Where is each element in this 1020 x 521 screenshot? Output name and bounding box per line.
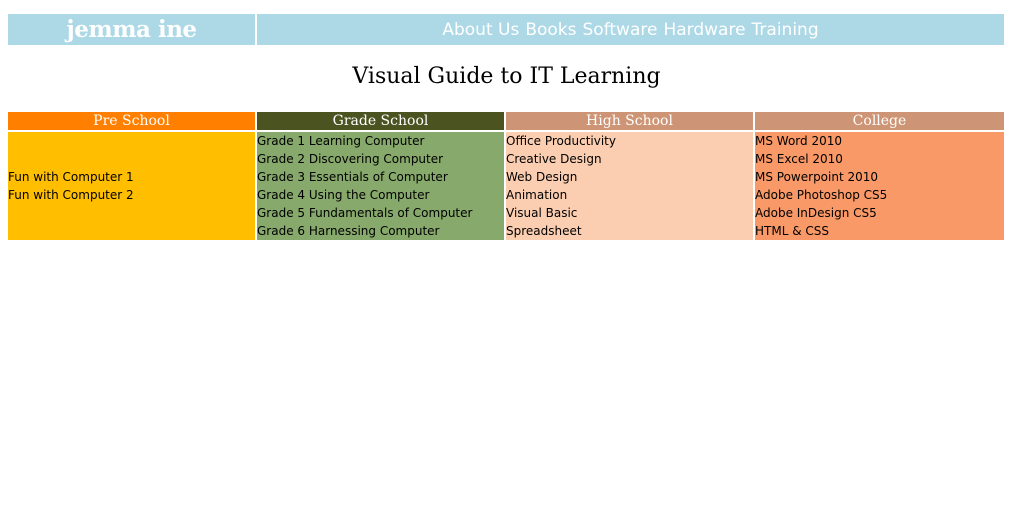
course-item: Grade 6 Harnessing Computer bbox=[257, 224, 440, 238]
course-item: MS Excel 2010 bbox=[755, 152, 843, 166]
course-list-grade-school: Grade 1 Learning Computer Grade 2 Discov… bbox=[257, 132, 504, 240]
course-item: Web Design bbox=[506, 170, 578, 184]
course-item: Creative Design bbox=[506, 152, 602, 166]
course-item: Grade 5 Fundamentals of Computer bbox=[257, 206, 473, 220]
nav-link-training[interactable]: Training bbox=[751, 19, 819, 40]
course-item: MS Powerpoint 2010 bbox=[755, 170, 879, 184]
nav-link-about-us[interactable]: About Us bbox=[442, 19, 520, 40]
course-item: MS Word 2010 bbox=[755, 134, 842, 148]
column-heading-pre-school: Pre School bbox=[8, 112, 255, 130]
learning-guide-table: Pre School Grade School High School Coll… bbox=[8, 112, 1004, 240]
course-item: Fun with Computer 2 bbox=[8, 188, 134, 202]
column-body-pre-school: Fun with Computer 1 Fun with Computer 2 bbox=[8, 132, 255, 240]
column-heading-high-school: High School bbox=[506, 112, 753, 130]
course-item: Grade 4 Using the Computer bbox=[257, 188, 430, 202]
course-item: Visual Basic bbox=[506, 206, 578, 220]
course-item: Fun with Computer 1 bbox=[8, 170, 134, 184]
page-title: Visual Guide to IT Learning bbox=[352, 64, 661, 89]
logo-cell: jemma ine bbox=[8, 14, 255, 45]
column-body-high-school: Office Productivity Creative Design Web … bbox=[506, 132, 753, 240]
course-item: Grade 1 Learning Computer bbox=[257, 134, 425, 148]
nav-link-software[interactable]: Software bbox=[582, 19, 658, 40]
course-item: Adobe InDesign CS5 bbox=[755, 206, 877, 220]
course-list-pre-school: Fun with Computer 1 Fun with Computer 2 bbox=[8, 168, 255, 204]
column-heading-college: College bbox=[755, 112, 1004, 130]
nav-link-hardware[interactable]: Hardware bbox=[663, 19, 746, 40]
column-body-college: MS Word 2010 MS Excel 2010 MS Powerpoint… bbox=[755, 132, 1004, 240]
course-item: Grade 3 Essentials of Computer bbox=[257, 170, 448, 184]
column-heading-grade-school: Grade School bbox=[257, 112, 504, 130]
course-item: Adobe Photoshop CS5 bbox=[755, 188, 888, 202]
site-logo[interactable]: jemma ine bbox=[66, 16, 197, 43]
main-nav: About Us Books Software Hardware Trainin… bbox=[257, 14, 1004, 45]
course-list-high-school: Office Productivity Creative Design Web … bbox=[506, 132, 753, 240]
course-item: Spreadsheet bbox=[506, 224, 582, 238]
course-item: HTML & CSS bbox=[755, 224, 829, 238]
course-item: Office Productivity bbox=[506, 134, 616, 148]
course-item: Grade 2 Discovering Computer bbox=[257, 152, 444, 166]
header-bar: jemma ine About Us Books Software Hardwa… bbox=[8, 14, 1004, 45]
nav-link-books[interactable]: Books bbox=[525, 19, 577, 40]
course-item: Animation bbox=[506, 188, 568, 202]
column-body-grade-school: Grade 1 Learning Computer Grade 2 Discov… bbox=[257, 132, 504, 240]
course-list-college: MS Word 2010 MS Excel 2010 MS Powerpoint… bbox=[755, 132, 1004, 240]
